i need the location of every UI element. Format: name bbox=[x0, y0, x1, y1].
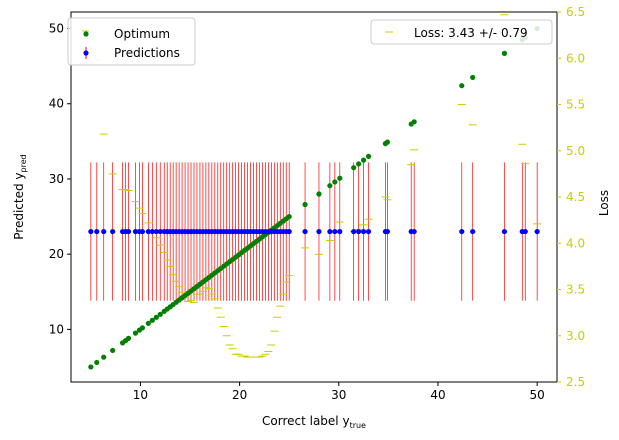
y-tick-label: 10 bbox=[49, 322, 64, 336]
prediction-point bbox=[110, 228, 116, 235]
optimum-point bbox=[327, 183, 333, 189]
y-tick-label: 50 bbox=[49, 22, 64, 36]
legend-prediction-swatch bbox=[83, 50, 89, 56]
legend-right: Loss: 3.43 +/- 0.79 bbox=[370, 19, 553, 45]
prediction-point bbox=[501, 228, 508, 235]
optimum-point bbox=[337, 175, 343, 181]
optimum-point bbox=[459, 83, 465, 89]
y2-tick-label: 4.0 bbox=[566, 236, 585, 250]
prediction-point bbox=[470, 228, 476, 235]
optimum-point bbox=[360, 157, 367, 163]
prediction-point bbox=[286, 228, 292, 235]
prediction-point bbox=[149, 228, 155, 235]
y2-axis-label: Loss bbox=[597, 190, 611, 216]
prediction-point bbox=[157, 228, 163, 235]
optimum-point bbox=[351, 165, 357, 171]
prediction-point bbox=[125, 228, 132, 235]
y-axis: 10 20 30 40 50 bbox=[49, 22, 71, 336]
prediction-point bbox=[522, 228, 528, 235]
prediction-point bbox=[145, 228, 151, 235]
prediction-point bbox=[327, 228, 333, 235]
y2-tick-label: 4.5 bbox=[566, 190, 585, 204]
optimum-point bbox=[94, 359, 100, 366]
legend-left: Optimum Predictions bbox=[67, 17, 196, 66]
optimum-point bbox=[110, 347, 116, 354]
optimum-points bbox=[88, 25, 540, 370]
optimum-point bbox=[145, 320, 151, 326]
legend-optimum-swatch bbox=[83, 31, 89, 37]
x-tick-label: 40 bbox=[430, 388, 445, 402]
prediction-point bbox=[360, 228, 367, 235]
optimum-point bbox=[470, 74, 476, 81]
optimum-point bbox=[157, 311, 163, 317]
x-tick-label: 50 bbox=[530, 388, 545, 402]
loss-marks bbox=[86, 14, 542, 358]
y2-tick-label: 6.5 bbox=[566, 5, 585, 19]
prediction-point bbox=[316, 228, 322, 235]
prediction-point bbox=[139, 228, 146, 235]
optimum-point bbox=[365, 153, 372, 159]
prediction-point bbox=[351, 228, 357, 235]
prediction-point bbox=[356, 228, 362, 235]
y2-tick-label: 3.0 bbox=[566, 329, 585, 343]
prediction-point bbox=[337, 228, 343, 235]
y-axis-label-subscript: pred bbox=[19, 154, 28, 172]
y-axis-label: Predicted ypred bbox=[12, 154, 28, 239]
y-axis-label-main: Predicted y bbox=[12, 172, 26, 239]
prediction-point bbox=[365, 228, 372, 235]
x-axis: 10 20 30 40 50 bbox=[133, 382, 545, 402]
optimum-point bbox=[384, 139, 390, 145]
prediction-point bbox=[153, 228, 159, 235]
legend-left-box bbox=[67, 17, 196, 66]
optimum-point bbox=[88, 364, 94, 370]
legend-prediction-label: Predictions bbox=[114, 46, 180, 60]
y2-tick-label: 2.5 bbox=[566, 375, 585, 389]
optimum-point bbox=[332, 179, 338, 185]
y2-tick-label: 6.0 bbox=[566, 51, 585, 65]
y2-tick-label: 3.5 bbox=[566, 283, 585, 297]
x-tick-label: 20 bbox=[232, 388, 247, 402]
x-tick-label: 10 bbox=[133, 388, 148, 402]
optimum-point bbox=[153, 314, 159, 320]
prediction-point bbox=[459, 228, 465, 235]
legend-right-box bbox=[370, 19, 553, 45]
optimum-point bbox=[132, 330, 139, 336]
optimum-point bbox=[501, 50, 508, 56]
optimum-point bbox=[316, 191, 322, 197]
prediction-point bbox=[411, 228, 417, 235]
prediction-point bbox=[332, 228, 338, 235]
prediction-point bbox=[302, 228, 308, 235]
y2-tick-label: 5.5 bbox=[566, 98, 585, 112]
prediction-point bbox=[534, 228, 540, 235]
y-tick-label: 40 bbox=[49, 97, 64, 111]
x-axis-label-subscript: true bbox=[350, 421, 366, 430]
y-tick-label: 30 bbox=[49, 172, 64, 186]
prediction-point bbox=[88, 228, 94, 235]
legend-optimum-label: Optimum bbox=[114, 27, 170, 41]
legend-loss-label: Loss: 3.43 +/- 0.79 bbox=[414, 26, 528, 40]
y2-axis: 2.5 3.0 3.5 4.0 4.5 5.0 5.5 6.0 6.5 bbox=[557, 5, 585, 389]
x-axis-label: Correct label ytrue bbox=[262, 414, 366, 430]
optimum-point bbox=[411, 119, 417, 125]
optimum-point bbox=[125, 335, 132, 341]
optimum-point bbox=[302, 201, 308, 208]
optimum-point bbox=[139, 325, 146, 331]
prediction-points bbox=[88, 228, 540, 235]
prediction-point bbox=[101, 228, 107, 235]
optimum-point bbox=[286, 213, 292, 220]
y2-tick-label: 5.0 bbox=[566, 144, 585, 158]
x-axis-label-main: Correct label y bbox=[262, 414, 350, 428]
optimum-point bbox=[101, 354, 107, 360]
prediction-point bbox=[94, 228, 100, 235]
x-tick-label: 30 bbox=[331, 388, 346, 402]
optimum-point bbox=[149, 317, 155, 323]
prediction-point bbox=[384, 228, 390, 235]
optimum-point bbox=[356, 161, 362, 167]
prediction-point bbox=[132, 228, 139, 235]
y-tick-label: 20 bbox=[49, 247, 64, 261]
